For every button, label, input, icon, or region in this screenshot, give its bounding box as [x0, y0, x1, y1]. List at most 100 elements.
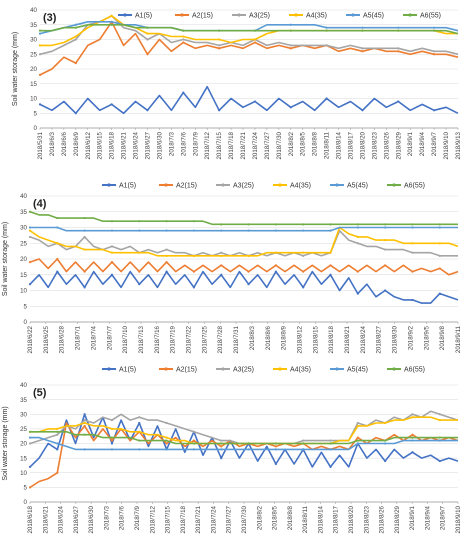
x-tick-label: 2018/8/18 — [328, 325, 335, 353]
x-tick-label: 2018/6/27 — [144, 131, 151, 159]
data-point-a3 — [302, 254, 305, 257]
x-tick-label: 2018/6/21 — [121, 131, 128, 159]
legend-label-a2: A2(15) — [176, 367, 197, 374]
data-point-a4 — [165, 254, 168, 257]
data-point-a2 — [356, 270, 359, 273]
data-point-a6 — [302, 223, 305, 226]
data-point-a6 — [274, 223, 277, 226]
chart-panel-5: 0 5 10 15 20 25 30 35 40 Soil water storage (mm) 2… — [2, 367, 462, 534]
x-tick-label: 2018/8/14 — [336, 131, 343, 159]
data-point-a5 — [411, 226, 414, 229]
data-point-a3 — [138, 416, 141, 419]
data-point-a4 — [110, 427, 114, 430]
data-point-a2 — [146, 53, 149, 56]
data-point-a1 — [38, 103, 42, 106]
data-point-a5 — [289, 23, 292, 26]
data-point-a3 — [361, 47, 364, 50]
data-point-a4 — [83, 248, 86, 251]
data-point-a6 — [218, 29, 221, 32]
y-tick-label: 20 — [20, 256, 27, 263]
x-tick-label: 2018/5/31 — [37, 131, 44, 159]
data-point-a6 — [165, 439, 168, 442]
series-line-a6 — [40, 23, 459, 35]
y-tick-label: 25 — [30, 51, 37, 58]
data-point-a3 — [289, 44, 292, 47]
data-point-a5 — [110, 229, 114, 232]
data-point-a2 — [192, 270, 196, 273]
data-point-a2 — [192, 439, 196, 442]
data-point-a5 — [28, 436, 32, 439]
x-tick-label: 2018/8/8 — [287, 505, 294, 530]
legend-marker-a2 — [180, 13, 184, 17]
x-tick-label: 2018/7/24 — [210, 505, 217, 533]
y-tick-label: 0 — [24, 499, 28, 506]
legend-label-a4: A4(35) — [306, 13, 327, 20]
data-point-a6 — [253, 29, 257, 32]
data-point-a1 — [83, 286, 86, 289]
x-tick-label: 2018/7/12 — [149, 505, 156, 533]
y-tick-label: 25 — [20, 426, 27, 433]
data-point-a1 — [384, 289, 387, 292]
x-tick-label: 2018/7/27 — [226, 505, 233, 533]
data-point-a5 — [438, 439, 441, 442]
data-point-a6 — [74, 26, 77, 29]
legend-marker-a1 — [123, 13, 127, 17]
data-point-a6 — [28, 210, 32, 213]
data-point-a2 — [83, 270, 86, 273]
legend-marker-a6 — [392, 367, 396, 371]
data-point-a1 — [329, 273, 332, 276]
data-point-a4 — [28, 229, 32, 232]
data-point-a2 — [110, 439, 114, 442]
data-point-a6 — [56, 216, 59, 220]
series-line-a1 — [29, 413, 459, 468]
data-point-a5 — [220, 229, 223, 232]
data-point-a5 — [74, 23, 77, 26]
data-point-a1 — [110, 273, 114, 276]
legend-marker-a3 — [237, 13, 241, 17]
data-point-a1 — [438, 459, 441, 463]
data-point-a4 — [302, 251, 305, 254]
data-point-a6 — [438, 436, 441, 439]
data-point-a2 — [138, 270, 141, 273]
data-point-a6 — [220, 442, 223, 445]
y-tick-label: 15 — [20, 272, 27, 279]
data-point-a2 — [182, 41, 185, 44]
data-point-a4 — [192, 254, 196, 257]
data-point-a5 — [83, 229, 86, 232]
data-point-a6 — [192, 442, 196, 445]
data-point-a2 — [74, 62, 77, 65]
x-tick-label: 2018/8/26 — [379, 505, 386, 533]
chart-panel-4: 0 5 10 15 20 25 30 35 40 Soil water storage (mm) 2… — [2, 183, 462, 354]
data-point-a1 — [302, 286, 305, 289]
x-tick-label: 2018/7/12 — [204, 131, 211, 159]
y-tick-label: 40 — [20, 382, 27, 389]
legend-label-a1: A1(5) — [135, 13, 152, 20]
data-point-a2 — [361, 50, 364, 53]
data-point-a5 — [220, 448, 223, 451]
x-tick-label: 2018/6/24 — [58, 505, 65, 533]
data-point-a4 — [411, 416, 414, 419]
data-point-a4 — [384, 239, 387, 242]
x-tick-label: 2018/9/8 — [439, 325, 446, 350]
y-tick-label: 10 — [20, 288, 27, 295]
chart-panel-3: 0 5 10 15 20 25 30 35 40 Soil water storage (mm) 2… — [12, 7, 462, 159]
data-point-a3 — [28, 235, 32, 239]
data-point-a1 — [56, 270, 59, 273]
x-tick-label: 2018/6/28 — [59, 325, 66, 353]
data-point-a1 — [220, 457, 223, 460]
legend-marker-a4 — [278, 183, 282, 187]
data-point-a6 — [411, 436, 414, 439]
series-line-a5 — [30, 436, 458, 451]
data-point-a3 — [28, 442, 32, 445]
x-tick-label: 2018/7/31 — [233, 325, 240, 353]
data-point-a5 — [247, 448, 250, 451]
data-point-a6 — [165, 220, 168, 223]
data-point-a6 — [329, 223, 332, 226]
legend-marker-a6 — [392, 183, 396, 187]
x-tick-label: 2018/7/3 — [103, 505, 110, 530]
data-point-a6 — [384, 439, 387, 442]
data-point-a1 — [247, 283, 250, 286]
y-tick-label: 25 — [20, 240, 27, 247]
data-point-a5 — [138, 229, 141, 232]
data-point-a5 — [302, 229, 305, 232]
